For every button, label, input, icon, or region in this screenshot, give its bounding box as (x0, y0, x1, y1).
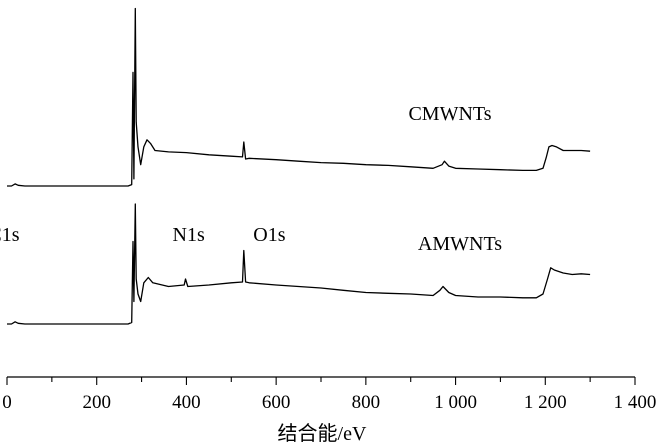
series-line-cmwnts (7, 7, 591, 187)
peak-label-c1s: C1s (0, 224, 20, 246)
peak-label-o1s: O1s (253, 224, 285, 246)
series-label-amwnts: AMWNTs (418, 233, 502, 255)
x-tick-label: 0 (2, 392, 12, 413)
labels-layer: CMWNTs AMWNTs C1s N1s O1s (0, 103, 502, 255)
x-tick-label: 800 (352, 392, 381, 413)
x-tick-label: 400 (172, 392, 201, 413)
series-label-cmwnts: CMWNTs (408, 103, 491, 125)
x-tick-label: 1 400 (614, 392, 657, 413)
peak-label-n1s: N1s (173, 224, 205, 246)
x-axis: 0 200 400 600 800 1 000 1 200 1 400 (2, 376, 657, 413)
x-tick-label: 1 000 (434, 392, 477, 413)
x-tick-label: 1 200 (524, 392, 567, 413)
series-layer (7, 7, 591, 325)
x-tick-label: 600 (262, 392, 291, 413)
x-axis-title: 结合能/eV (278, 422, 367, 445)
x-tick-label: 200 (82, 392, 111, 413)
series-line-amwnts (7, 203, 591, 325)
